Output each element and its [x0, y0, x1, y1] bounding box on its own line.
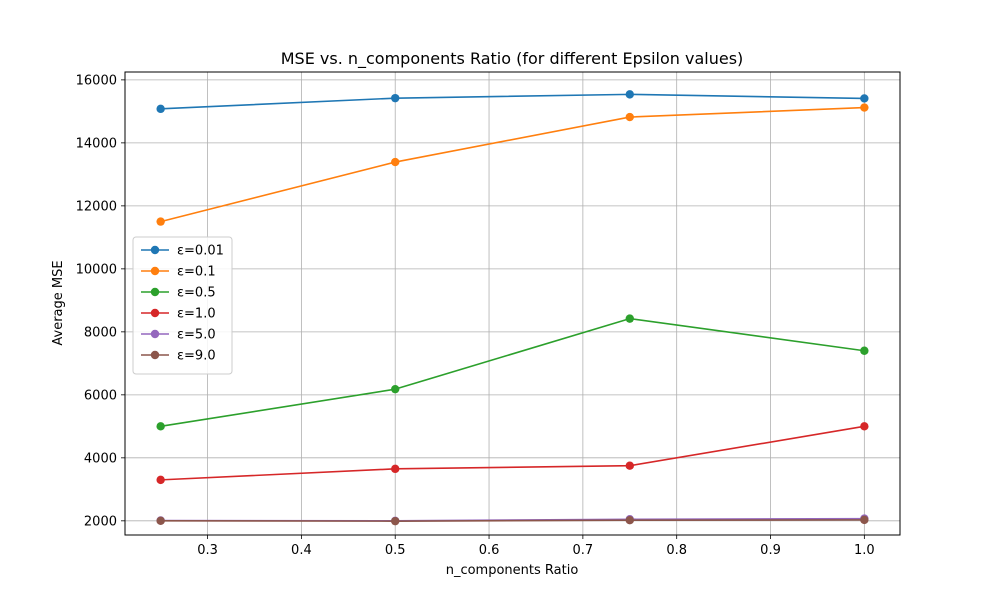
legend-label: ε=0.1 [177, 265, 216, 280]
y-axis-label: Average MSE [51, 260, 66, 345]
x-tick-label: 0.8 [666, 543, 687, 558]
axis-layer: 0.3 0.4 0.5 0.6 0.7 0.8 0.9 1.0 2000 4000 6000 8000… [76, 73, 875, 558]
legend-marker [150, 308, 160, 318]
x-tick-label: 0.4 [291, 543, 312, 558]
plot-frame [124, 71, 901, 536]
series-line [159, 93, 866, 110]
grid-layer [125, 72, 900, 535]
data-point [156, 516, 165, 526]
y-tick-label: 10000 [76, 262, 117, 277]
data-point [860, 346, 869, 355]
data-point [625, 90, 634, 99]
y-tick-label: 6000 [84, 388, 117, 403]
x-tick-label: 0.5 [385, 543, 406, 558]
data-point [156, 422, 165, 431]
series-line [159, 317, 866, 428]
x-tick-label: 0.7 [573, 543, 594, 558]
series-0 [156, 90, 869, 114]
x-tick-label: 1.0 [854, 543, 875, 558]
data-point [860, 103, 869, 112]
series-line [159, 519, 866, 522]
series-5 [156, 515, 869, 526]
data-point [860, 94, 869, 103]
series-line [159, 106, 866, 223]
legend-label: ε=0.01 [177, 244, 224, 259]
legend-label: ε=9.0 [177, 349, 216, 364]
legend-marker [150, 329, 160, 339]
legend: ε=0.01 ε=0.1 ε=0.5 ε=1.0 ε=5.0 ε=9.0 [132, 236, 233, 375]
legend-marker [150, 266, 160, 276]
x-axis-label: n_components Ratio [446, 563, 579, 578]
data-point [391, 464, 400, 474]
data-point [860, 515, 869, 525]
legend-label: ε=5.0 [177, 328, 216, 343]
data-point [156, 217, 165, 226]
data-point [156, 475, 165, 485]
legend-marker [150, 350, 160, 360]
series-1 [156, 103, 869, 226]
y-tick-label: 14000 [76, 136, 117, 151]
x-tick-label: 0.9 [760, 543, 781, 558]
x-tick-label: 0.6 [479, 543, 500, 558]
y-tick-label: 8000 [84, 325, 117, 340]
y-tick-label: 12000 [76, 199, 117, 214]
data-point [391, 93, 400, 103]
series-2 [156, 314, 869, 431]
data-point [625, 515, 634, 525]
data-point [625, 314, 634, 323]
y-tick-label: 4000 [84, 451, 117, 466]
legend-label: ε=1.0 [177, 307, 216, 322]
legend-label: ε=0.5 [177, 286, 216, 301]
data-point [391, 516, 400, 526]
chart-title: MSE vs. n_components Ratio (for differen… [281, 49, 744, 69]
data-point [391, 157, 400, 167]
series-line [159, 425, 866, 481]
data-point [391, 384, 400, 394]
y-tick-label: 16000 [76, 73, 117, 88]
data-point [625, 461, 634, 470]
legend-marker [150, 287, 160, 297]
series-3 [156, 422, 869, 485]
data-point [156, 104, 165, 114]
x-tick-label: 0.3 [197, 543, 218, 558]
data-point [625, 112, 634, 122]
legend-marker [150, 245, 160, 255]
y-tick-label: 2000 [84, 514, 117, 529]
series-layer [156, 90, 869, 526]
data-point [860, 422, 869, 431]
